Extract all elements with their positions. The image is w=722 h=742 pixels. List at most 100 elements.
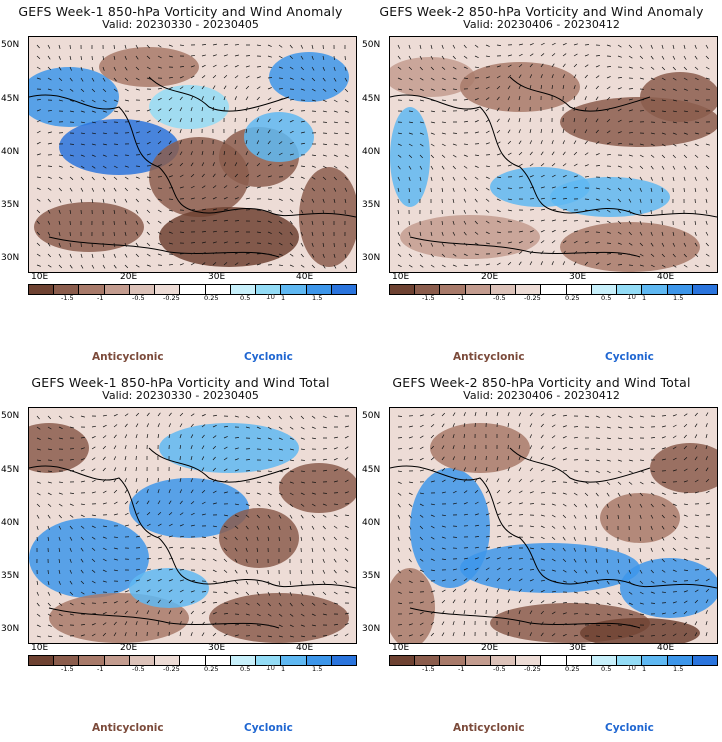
wind-vector bbox=[562, 151, 566, 156]
wind-vector bbox=[212, 208, 217, 211]
wind-vector bbox=[124, 99, 129, 102]
wind-vector bbox=[496, 478, 500, 483]
wind-vector bbox=[267, 253, 273, 255]
wind-vector bbox=[311, 77, 316, 82]
wind-vector bbox=[441, 547, 446, 550]
wind-vector bbox=[551, 163, 556, 167]
wind-vector bbox=[80, 447, 85, 450]
wind-vector bbox=[135, 231, 139, 236]
wind-vector bbox=[397, 154, 402, 158]
wind-vector bbox=[168, 129, 172, 134]
wind-vector bbox=[628, 44, 633, 49]
wind-vector bbox=[157, 535, 162, 538]
wind-vector bbox=[223, 623, 228, 626]
wind-vector bbox=[69, 547, 72, 552]
colorbar-swatch bbox=[415, 656, 441, 665]
wind-vector bbox=[168, 264, 174, 266]
wind-vector bbox=[496, 44, 502, 47]
wind-vector bbox=[223, 185, 228, 189]
wind-vector bbox=[69, 264, 73, 269]
wind-vector bbox=[573, 525, 576, 530]
wind-vector bbox=[529, 503, 535, 505]
wind-vector bbox=[463, 66, 468, 69]
wind-vector bbox=[278, 187, 283, 190]
wind-vector bbox=[69, 242, 72, 247]
wind-vector bbox=[661, 264, 666, 268]
wind-vector bbox=[124, 456, 127, 461]
wind-vector bbox=[146, 489, 149, 494]
wind-vector bbox=[419, 525, 424, 530]
wind-vector bbox=[397, 503, 401, 508]
wind-vector bbox=[278, 525, 281, 530]
wind-vector bbox=[234, 514, 239, 518]
wind-vector bbox=[69, 613, 74, 616]
vorticity-region bbox=[59, 119, 179, 175]
wind-vector bbox=[540, 74, 543, 79]
wind-vector bbox=[573, 492, 578, 496]
wind-vector bbox=[705, 231, 709, 236]
wind-vector bbox=[212, 185, 217, 189]
wind-vector bbox=[683, 590, 688, 593]
wind-vector bbox=[551, 435, 556, 439]
colorbar-label: -0.5 bbox=[132, 294, 145, 302]
wind-vector bbox=[551, 558, 556, 562]
wind-vector bbox=[212, 85, 216, 90]
wind-vector bbox=[333, 547, 337, 552]
wind-vector bbox=[639, 55, 644, 60]
wind-vector bbox=[441, 599, 446, 604]
wind-vector bbox=[234, 162, 238, 167]
wind-vector bbox=[212, 230, 217, 233]
wind-vector bbox=[102, 55, 104, 61]
wind-vector bbox=[344, 143, 349, 146]
wind-vector bbox=[430, 536, 435, 540]
wind-vector bbox=[333, 198, 336, 203]
wind-vector bbox=[278, 624, 283, 628]
wind-vector bbox=[135, 44, 139, 49]
wind-vector bbox=[113, 88, 118, 92]
wind-vector bbox=[311, 198, 315, 203]
wind-vector bbox=[463, 568, 468, 571]
wind-vector bbox=[267, 242, 272, 245]
wind-vector bbox=[518, 74, 522, 79]
wind-vector bbox=[705, 209, 708, 214]
wind-vector bbox=[650, 231, 653, 236]
wind-vector bbox=[562, 503, 567, 507]
wind-vector bbox=[344, 154, 349, 157]
wind-vector bbox=[650, 220, 653, 225]
wind-vector bbox=[91, 143, 96, 146]
wind-vector bbox=[124, 632, 127, 637]
wind-vector bbox=[300, 220, 303, 225]
wind-vector bbox=[518, 53, 523, 57]
wind-vector bbox=[397, 231, 400, 236]
wind-vector bbox=[256, 96, 260, 101]
wind-vector bbox=[179, 412, 184, 417]
wind-vector bbox=[573, 187, 579, 189]
wind-vector bbox=[322, 253, 325, 258]
wind-vector bbox=[322, 536, 326, 541]
wind-vector bbox=[69, 591, 74, 596]
wind-vector bbox=[562, 198, 568, 200]
wind-vector bbox=[463, 631, 465, 637]
wind-vector bbox=[584, 54, 589, 57]
wind-vector bbox=[595, 220, 600, 223]
wind-vector bbox=[113, 434, 117, 439]
wind-vector bbox=[47, 253, 51, 258]
wind-vector bbox=[322, 154, 327, 157]
panel-title: GEFS Week-1 850-hPa Vorticity and Wind T… bbox=[31, 375, 330, 390]
wind-vector bbox=[223, 491, 228, 494]
wind-vector bbox=[705, 632, 708, 637]
wind-vector bbox=[463, 490, 468, 494]
wind-vector bbox=[124, 220, 127, 225]
wind-vector bbox=[683, 154, 688, 159]
wind-vector bbox=[179, 589, 184, 593]
wind-vector bbox=[441, 536, 446, 539]
wind-vector bbox=[256, 151, 260, 156]
wind-vector bbox=[507, 490, 512, 494]
wind-vector bbox=[267, 514, 271, 519]
wind-vector bbox=[430, 525, 435, 529]
wind-vector bbox=[529, 589, 534, 593]
wind-vector bbox=[518, 230, 523, 233]
wind-vector bbox=[507, 588, 511, 593]
wind-vector bbox=[102, 479, 107, 483]
wind-vector bbox=[507, 152, 512, 156]
